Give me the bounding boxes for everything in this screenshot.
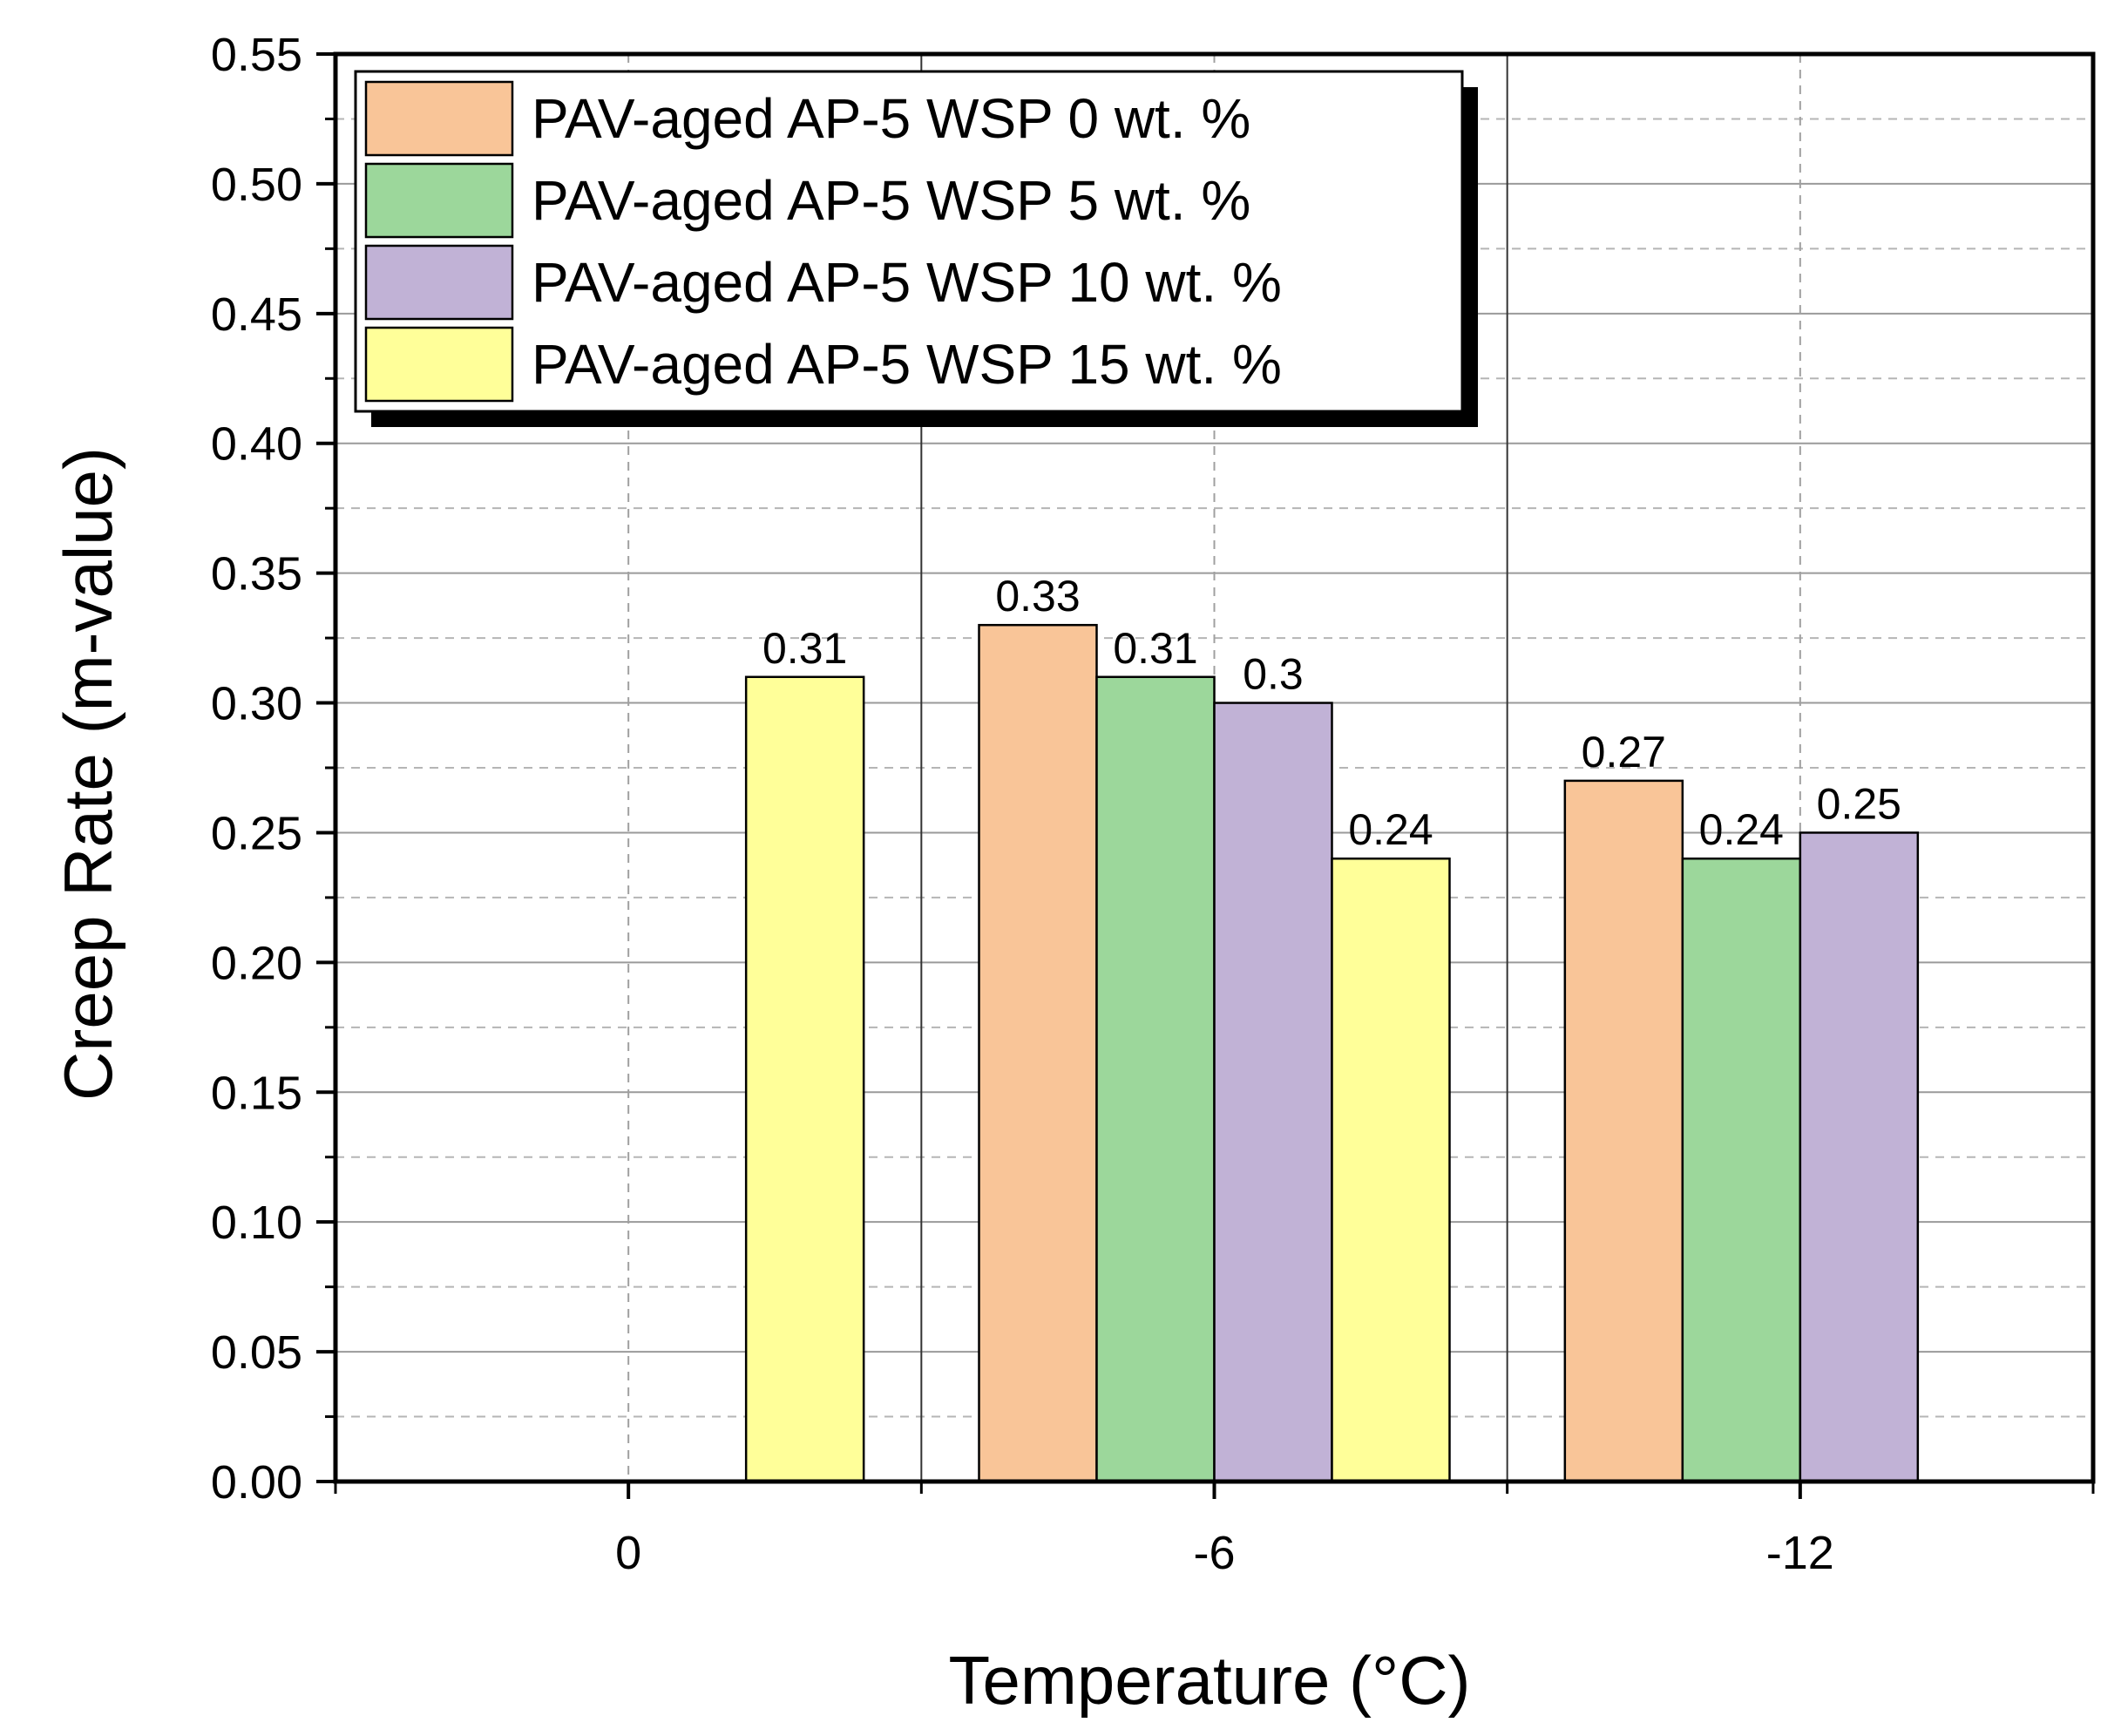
bar[interactable] bbox=[1331, 857, 1451, 1483]
y-tick-label: 0.10 bbox=[211, 1197, 302, 1249]
y-tick-label: 0.00 bbox=[211, 1456, 302, 1509]
data-label: 0.24 bbox=[1699, 805, 1784, 854]
y-tick-label: 0.15 bbox=[211, 1067, 302, 1119]
data-labels: 0.33 0.27 0.31 0.24 0.3 0.25 0.31 0.24 bbox=[762, 572, 1901, 854]
y-axis-title: Creep Rate (m-value) bbox=[50, 447, 126, 1101]
bar[interactable] bbox=[1563, 779, 1684, 1483]
legend-label: PAV-aged AP-5 WSP 5 wt. % bbox=[532, 169, 1250, 232]
legend-swatch bbox=[364, 80, 514, 157]
y-tick-label: 0.30 bbox=[211, 678, 302, 730]
data-label: 0.31 bbox=[762, 624, 847, 673]
axis-ticks: 0.000.050.100.150.200.250.300.350.400.45… bbox=[211, 29, 2095, 1579]
legend: PAV-aged AP-5 WSP 0 wt. % PAV-aged AP-5 W… bbox=[354, 70, 1478, 427]
y-tick-label: 0.35 bbox=[211, 548, 302, 600]
y-tick-label: 0.05 bbox=[211, 1326, 302, 1379]
data-label: 0.33 bbox=[995, 572, 1080, 620]
data-label: 0.24 bbox=[1348, 805, 1433, 854]
x-tick-label: 0 bbox=[615, 1527, 641, 1579]
bars bbox=[744, 623, 1920, 1483]
x-tick-label: -12 bbox=[1766, 1527, 1834, 1579]
bar[interactable] bbox=[978, 623, 1098, 1483]
legend-label: PAV-aged AP-5 WSP 0 wt. % bbox=[532, 87, 1250, 150]
x-axis-title: Temperature (°C) bbox=[948, 1642, 1470, 1719]
bar[interactable] bbox=[1213, 702, 1333, 1483]
data-label: 0.31 bbox=[1113, 624, 1197, 673]
data-label: 0.3 bbox=[1243, 650, 1304, 699]
bar[interactable] bbox=[1681, 857, 1802, 1483]
bar[interactable] bbox=[744, 675, 865, 1483]
x-tick-label: -6 bbox=[1193, 1527, 1235, 1579]
data-label: 0.27 bbox=[1582, 728, 1666, 776]
legend-label: PAV-aged AP-5 WSP 10 wt. % bbox=[532, 251, 1282, 314]
legend-swatch bbox=[364, 162, 514, 239]
legend-box bbox=[354, 70, 1464, 413]
y-tick-label: 0.50 bbox=[211, 159, 302, 211]
y-tick-label: 0.45 bbox=[211, 288, 302, 341]
y-tick-label: 0.55 bbox=[211, 29, 302, 81]
legend-swatch bbox=[364, 244, 514, 321]
bar[interactable] bbox=[1095, 675, 1216, 1483]
y-tick-label: 0.20 bbox=[211, 937, 302, 989]
y-tick-label: 0.25 bbox=[211, 807, 302, 859]
y-tick-label: 0.40 bbox=[211, 418, 302, 471]
data-label: 0.25 bbox=[1817, 779, 1901, 828]
legend-label: PAV-aged AP-5 WSP 15 wt. % bbox=[532, 333, 1282, 396]
legend-swatch bbox=[364, 326, 514, 403]
bar[interactable] bbox=[1799, 831, 1920, 1483]
